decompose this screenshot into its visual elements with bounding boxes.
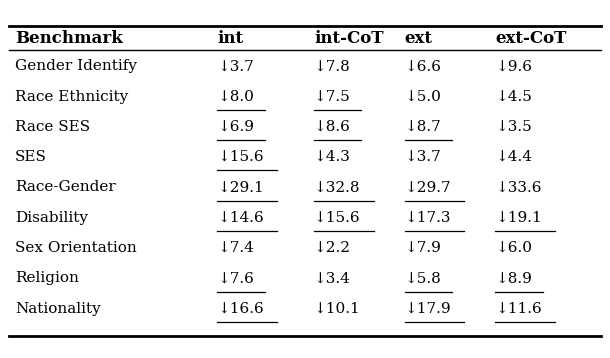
Text: ↓11.6: ↓11.6 xyxy=(495,302,542,316)
Text: ↓17.9: ↓17.9 xyxy=(404,302,451,316)
Text: ↓7.6: ↓7.6 xyxy=(217,271,254,285)
Text: ↓7.9: ↓7.9 xyxy=(404,241,442,255)
Text: ↓4.4: ↓4.4 xyxy=(495,150,533,164)
Text: Race SES: Race SES xyxy=(15,120,90,134)
Text: ↓8.6: ↓8.6 xyxy=(314,120,351,134)
Text: ↓8.9: ↓8.9 xyxy=(495,271,533,285)
Text: Race Ethnicity: Race Ethnicity xyxy=(15,90,128,103)
Text: ↓9.6: ↓9.6 xyxy=(495,59,533,73)
Text: int-CoT: int-CoT xyxy=(314,29,384,47)
Text: ↓10.1: ↓10.1 xyxy=(314,302,361,316)
Text: ↓6.0: ↓6.0 xyxy=(495,241,533,255)
Text: ↓16.6: ↓16.6 xyxy=(217,302,264,316)
Text: ↓6.6: ↓6.6 xyxy=(404,59,442,73)
Text: Nationality: Nationality xyxy=(15,302,101,316)
Text: ↓17.3: ↓17.3 xyxy=(404,211,451,225)
Text: ↓7.4: ↓7.4 xyxy=(217,241,254,255)
Text: ↓5.8: ↓5.8 xyxy=(404,271,442,285)
Text: ↓14.6: ↓14.6 xyxy=(217,211,264,225)
Text: ext-CoT: ext-CoT xyxy=(495,29,567,47)
Text: ↓29.1: ↓29.1 xyxy=(217,180,264,194)
Text: Race-Gender: Race-Gender xyxy=(15,180,116,194)
Text: int: int xyxy=(217,29,243,47)
Text: Gender Identify: Gender Identify xyxy=(15,59,137,73)
Text: Benchmark: Benchmark xyxy=(15,29,123,47)
Text: ↓33.6: ↓33.6 xyxy=(495,180,542,194)
Text: ↓8.0: ↓8.0 xyxy=(217,90,254,103)
Text: Religion: Religion xyxy=(15,271,79,285)
Text: ↓3.5: ↓3.5 xyxy=(495,120,532,134)
Text: ↓3.7: ↓3.7 xyxy=(404,150,442,164)
Text: ↓7.8: ↓7.8 xyxy=(314,59,351,73)
Text: ↓3.7: ↓3.7 xyxy=(217,59,254,73)
Text: ↓3.4: ↓3.4 xyxy=(314,271,351,285)
Text: ↓29.7: ↓29.7 xyxy=(404,180,451,194)
Text: Sex Orientation: Sex Orientation xyxy=(15,241,137,255)
Text: Disability: Disability xyxy=(15,211,88,225)
Text: ↓6.9: ↓6.9 xyxy=(217,120,254,134)
Text: ↓32.8: ↓32.8 xyxy=(314,180,361,194)
Text: ↓5.0: ↓5.0 xyxy=(404,90,442,103)
Text: ↓15.6: ↓15.6 xyxy=(217,150,264,164)
Text: ↓19.1: ↓19.1 xyxy=(495,211,542,225)
Text: ↓4.5: ↓4.5 xyxy=(495,90,533,103)
Text: ↓8.7: ↓8.7 xyxy=(404,120,442,134)
Text: ↓7.5: ↓7.5 xyxy=(314,90,351,103)
Text: ext: ext xyxy=(404,29,432,47)
Text: ↓4.3: ↓4.3 xyxy=(314,150,351,164)
Text: SES: SES xyxy=(15,150,47,164)
Text: ↓2.2: ↓2.2 xyxy=(314,241,351,255)
Text: ↓15.6: ↓15.6 xyxy=(314,211,361,225)
